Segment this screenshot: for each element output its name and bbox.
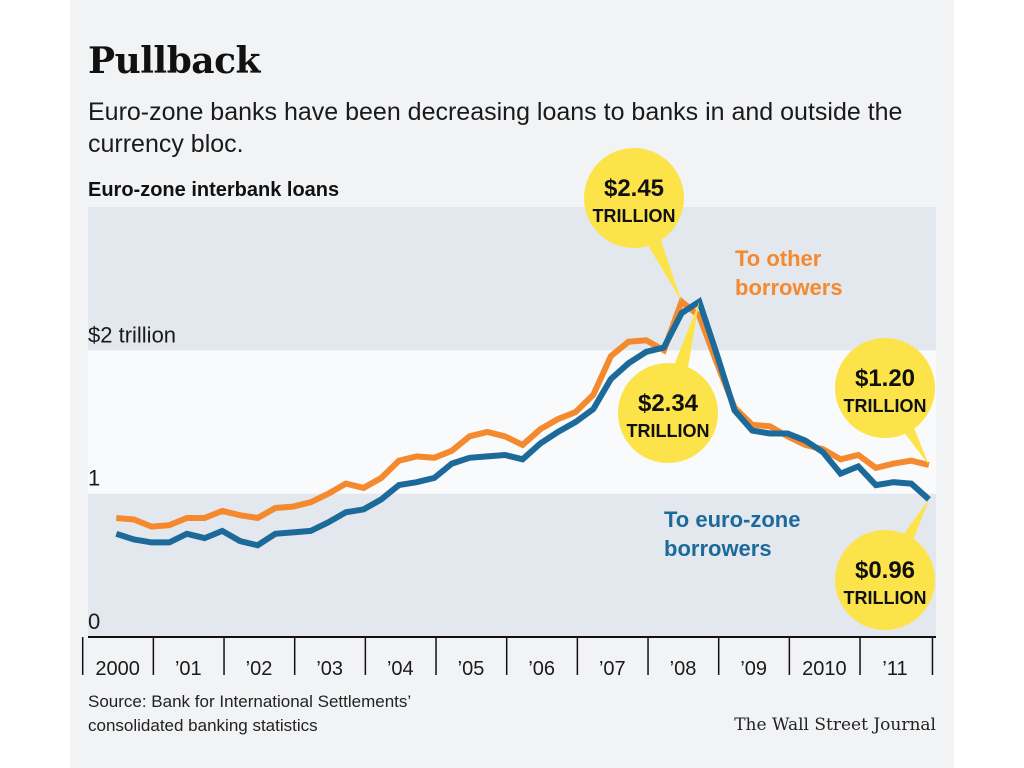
callout-value: $2.45 (604, 175, 664, 202)
callout-bubble (835, 530, 935, 630)
x-tick-label: 2010 (802, 658, 847, 680)
callout-value: $2.34 (638, 390, 699, 417)
callout-2: $1.20 TRILLION (835, 338, 935, 465)
x-tick-label: ’06 (528, 658, 555, 680)
x-tick-label: ’02 (246, 658, 273, 680)
source-line-1: Source: Bank for International Settlemen… (88, 692, 412, 711)
series-label-other: To other (735, 246, 822, 271)
callouts: $2.45TRILLION$2.34TRILLION$1.20TRILLION$… (584, 148, 935, 630)
band-0 (88, 493, 936, 637)
y-tick-label: $2 trillion (88, 322, 176, 347)
series-labels: To other borrowers To euro-zone borrowers (664, 246, 843, 561)
x-tick-label: ’11 (882, 658, 907, 680)
callout-bubble (835, 338, 935, 438)
band-2 (88, 207, 936, 351)
callout-value: $0.96 (855, 557, 915, 584)
background-bands (88, 207, 936, 637)
x-tick-label: ’07 (599, 658, 626, 680)
band-1 (88, 350, 936, 494)
chart-subtitle: Euro-zone banks have been decreasing loa… (88, 98, 903, 158)
y-tick-label: 1 (88, 466, 100, 491)
x-axis: 2000 ’01 ’02 ’03 ’04 ’05 ’06 ’07 ’08 ’09 2010 ’11 (81, 636, 936, 680)
chart-label: Euro-zone interbank loans (88, 179, 340, 201)
y-axis-labels: $2 trillion 1 0 (88, 322, 176, 634)
callout-unit: TRILLION (627, 421, 710, 441)
source-line-2: consolidated banking statistics (88, 716, 318, 735)
publisher-credit: The Wall Street Journal (734, 715, 936, 735)
callout-0: $2.45 TRILLION (584, 148, 684, 302)
x-tick-label: ’03 (316, 658, 343, 680)
x-tick-label: ’04 (387, 658, 414, 680)
x-tick-label: ’09 (740, 658, 767, 680)
series-label-euro: To euro-zone (664, 507, 800, 532)
callout-bubble (584, 148, 684, 248)
series-line-euro (115, 296, 931, 549)
chart-title: Pullback (88, 40, 260, 82)
callout-unit: TRILLION (593, 206, 676, 226)
y-tick-label: 0 (88, 609, 100, 634)
x-tick-label: ’08 (670, 658, 697, 680)
callout-value: $1.20 (855, 365, 915, 392)
callout-unit: TRILLION (844, 588, 927, 608)
callout-1: $2.34 TRILLION (618, 301, 718, 463)
series-label-other: borrowers (735, 275, 843, 300)
callout-3: $0.96 TRILLION (835, 499, 935, 630)
series-line-other (116, 296, 930, 530)
x-tick-label: ’01 (175, 658, 202, 680)
callout-bubble (618, 363, 718, 463)
x-tick-label: 2000 (95, 658, 140, 680)
x-tick-label: ’05 (458, 658, 485, 680)
series-lines (115, 296, 931, 549)
callout-unit: TRILLION (844, 396, 927, 416)
series-label-euro: borrowers (664, 536, 772, 561)
source-note: Source: Bank for International Settlemen… (88, 690, 411, 738)
